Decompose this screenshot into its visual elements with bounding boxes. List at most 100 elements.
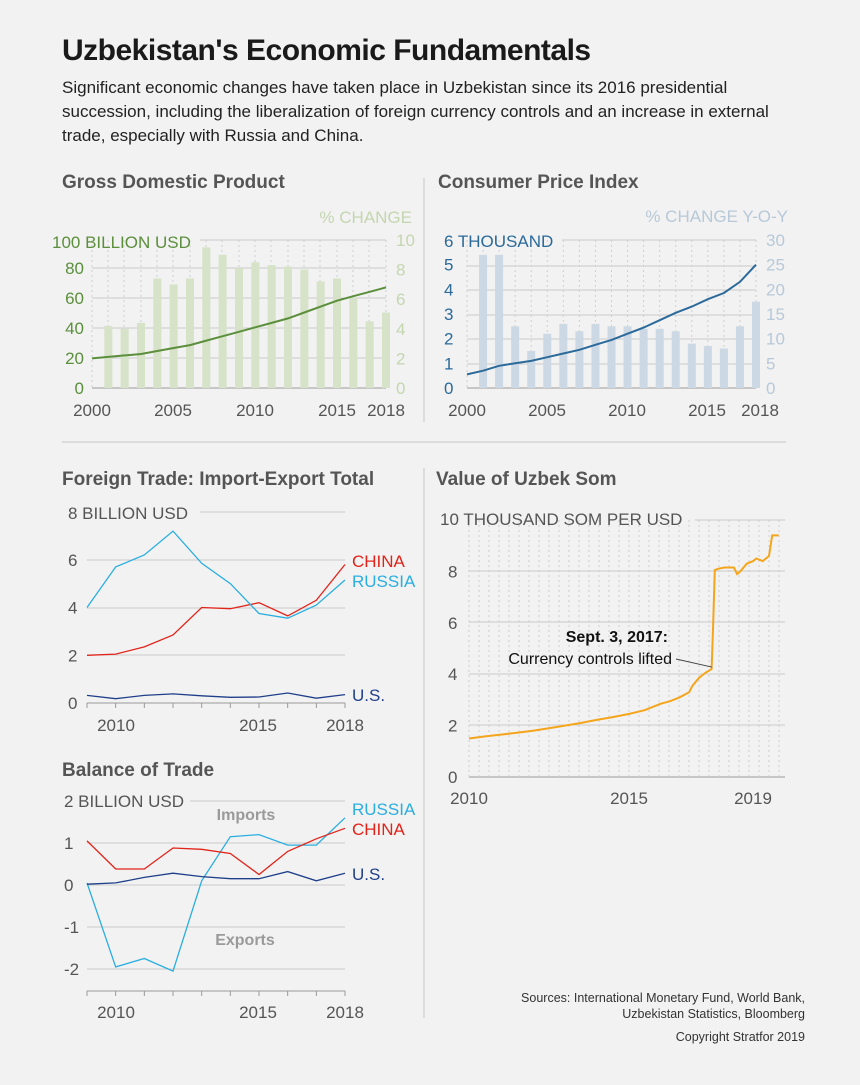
gdp-y2-tick-0: 0 <box>396 379 405 398</box>
cpi-bar-2018 <box>752 301 760 388</box>
cpi-bar-2014 <box>687 343 696 388</box>
copyright-note: Copyright Stratfor 2019 <box>675 1030 805 1044</box>
gdp-bar-2015 <box>333 278 341 388</box>
cpi-x-tick-2005: 2005 <box>528 401 566 420</box>
som-x-tick-2010: 2010 <box>450 789 488 808</box>
gdp-left-axis-label: 100 BILLION USD <box>52 233 191 252</box>
trade-y-tick-2: 4 <box>68 599 77 618</box>
gdp-bar-2008 <box>218 254 227 388</box>
cpi-y2-tick-6: 30 <box>766 231 785 250</box>
som-y-tick-4: 8 <box>448 562 457 581</box>
cpi-y-tick-0: 0 <box>444 379 453 398</box>
gdp-bar-2004 <box>153 278 162 388</box>
balance-series-label-1: CHINA <box>352 820 406 839</box>
trade-series-label-2: U.S. <box>352 686 385 705</box>
balance-line-us <box>86 870 346 885</box>
som-y-tick-2: 4 <box>448 665 457 684</box>
som-line <box>468 534 779 740</box>
balance-x-tick-2015: 2015 <box>239 1003 277 1022</box>
som-y-tick-0: 0 <box>448 768 457 787</box>
balance-y-tick-0: 1 <box>64 834 73 853</box>
gdp-bar-2012 <box>284 266 292 388</box>
cpi-x-tick-2018: 2018 <box>741 401 779 420</box>
sources-line-2: Uzbekistan Statistics, Bloomberg <box>622 1007 805 1021</box>
cpi-bar-2003 <box>511 326 520 388</box>
cpi-bar-2005 <box>543 333 552 388</box>
sources-line-1: Sources: International Monetary Fund, Wo… <box>521 991 805 1005</box>
cpi-bar-2007 <box>575 331 584 388</box>
trade-y-tick-1: 2 <box>68 646 77 665</box>
gdp-y-tick-2: 40 <box>65 319 84 338</box>
som-x-tick-2015: 2015 <box>610 789 648 808</box>
gdp-y2-tick-2: 4 <box>396 320 405 339</box>
gdp-x-tick-2018: 2018 <box>367 401 405 420</box>
page-subtitle: Significant economic changes have taken … <box>62 78 769 145</box>
gdp-x-tick-2005: 2005 <box>154 401 192 420</box>
trade-line-us <box>86 692 346 700</box>
balance-x-tick-2018: 2018 <box>326 1003 364 1022</box>
balance-exports-label: Exports <box>215 932 275 949</box>
trade-series-label-0: CHINA <box>352 552 406 571</box>
som-y-tick-3: 6 <box>448 614 457 633</box>
gdp-chart-title: Gross Domestic Product <box>62 172 285 193</box>
trade-x-tick-2018: 2018 <box>326 716 364 735</box>
cpi-y2-tick-0: 0 <box>766 379 775 398</box>
cpi-bar-2016 <box>719 348 728 388</box>
cpi-x-tick-2015: 2015 <box>688 401 726 420</box>
gdp-bar-2005 <box>169 284 178 388</box>
trade-y-tick-0: 0 <box>68 694 77 713</box>
cpi-x-tick-2010: 2010 <box>608 401 646 420</box>
som-annotation-text: Currency controls lifted <box>508 651 672 668</box>
trade-line-russia <box>86 530 346 619</box>
som-chart-title: Value of Uzbek Som <box>436 469 617 490</box>
gdp-y2-tick-3: 6 <box>396 290 405 309</box>
som-y-tick-1: 2 <box>448 717 457 736</box>
cpi-bar-2008 <box>591 323 600 388</box>
cpi-y-tick-5: 5 <box>444 256 453 275</box>
trade-y-tick-3: 6 <box>68 551 77 570</box>
gdp-bar-2009 <box>235 268 243 388</box>
cpi-y2-tick-4: 20 <box>766 280 785 299</box>
som-annotation-leader <box>675 658 712 668</box>
cpi-line <box>466 264 757 376</box>
gdp-bar-2003 <box>137 322 145 388</box>
gdp-x-tick-2015: 2015 <box>318 401 356 420</box>
gdp-bar-2016 <box>349 297 358 388</box>
cpi-bar-2017 <box>735 326 744 388</box>
som-annotation-title: Sept. 3, 2017: <box>566 629 668 646</box>
balance-series-label-2: U.S. <box>352 865 385 884</box>
gdp-y-tick-1: 20 <box>65 349 84 368</box>
balance-series-label-0: RUSSIA <box>352 800 416 819</box>
balance-y-tick-1: 0 <box>64 876 73 895</box>
cpi-y2-tick-3: 15 <box>766 305 785 324</box>
trade-x-tick-2015: 2015 <box>239 716 277 735</box>
cpi-y2-tick-5: 25 <box>766 256 785 275</box>
gdp-bar-2011 <box>267 265 276 388</box>
cpi-y-tick-2: 2 <box>444 330 453 349</box>
cpi-bar-2015 <box>703 346 712 388</box>
gdp-bar-2006 <box>186 278 194 388</box>
balance-chart-title: Balance of Trade <box>62 760 215 781</box>
cpi-bar-2002 <box>495 254 504 388</box>
gdp-bar-2018 <box>382 312 390 388</box>
cpi-bar-2013 <box>671 331 680 388</box>
balance-y-tick-2: -1 <box>64 918 79 937</box>
cpi-y-tick-1: 1 <box>444 354 453 373</box>
trade-series-label-1: RUSSIA <box>352 572 416 591</box>
cpi-y2-tick-1: 5 <box>766 354 775 373</box>
gdp-x-tick-2010: 2010 <box>236 401 274 420</box>
balance-imports-label: Imports <box>217 807 276 824</box>
gdp-bar-2010 <box>251 262 260 388</box>
gdp-bar-2014 <box>316 281 325 388</box>
cpi-y2-tick-2: 10 <box>766 330 785 349</box>
som-axis-label: 10 THOUSAND SOM PER USD <box>440 510 682 529</box>
gdp-y2-tick-5: 10 <box>396 231 415 250</box>
cpi-bar-2010 <box>623 326 632 388</box>
gdp-x-tick-2000: 2000 <box>73 401 111 420</box>
gdp-y-tick-3: 60 <box>65 289 84 308</box>
balance-x-tick-2010: 2010 <box>97 1003 135 1022</box>
cpi-left-axis-label: 6 THOUSAND <box>444 232 553 251</box>
cpi-y-tick-3: 3 <box>444 305 453 324</box>
cpi-bar-2004 <box>527 351 536 388</box>
cpi-bar-2009 <box>607 326 616 388</box>
